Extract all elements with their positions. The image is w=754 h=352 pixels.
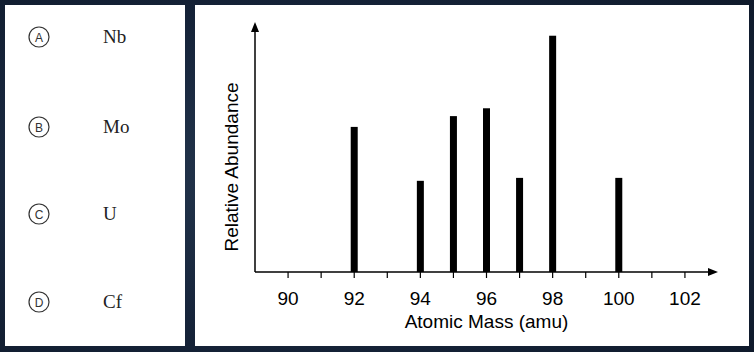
x-minor-tick bbox=[453, 272, 454, 278]
x-tick-label: 96 bbox=[476, 288, 497, 309]
x-tick bbox=[420, 272, 421, 278]
x-axis bbox=[255, 271, 710, 273]
x-axis-arrow bbox=[708, 268, 718, 276]
option-letter: B bbox=[35, 121, 43, 135]
x-minor-tick bbox=[387, 272, 388, 278]
bars bbox=[351, 36, 623, 272]
option-text: Cf bbox=[103, 291, 123, 312]
option-circle bbox=[29, 117, 49, 137]
bar bbox=[417, 181, 424, 272]
x-tick-label: 102 bbox=[669, 288, 701, 309]
x-minor-tick bbox=[585, 272, 586, 278]
x-tick bbox=[486, 272, 487, 278]
option-letter: C bbox=[35, 208, 44, 222]
bar bbox=[483, 108, 490, 272]
bar bbox=[516, 178, 523, 272]
x-axis-label: Atomic Mass (amu) bbox=[405, 311, 569, 332]
option-circle bbox=[29, 204, 49, 224]
x-tick-label: 90 bbox=[278, 288, 299, 309]
x-tick-label: 100 bbox=[603, 288, 635, 309]
x-tick bbox=[354, 272, 355, 278]
x-minor-tick bbox=[519, 272, 520, 278]
option-text: Mo bbox=[103, 116, 129, 137]
option-text: Nb bbox=[103, 26, 126, 47]
page: A Nb B Mo C U D Cf 90 92 94 96 98 100 102 Atomic Mass (… bbox=[0, 0, 754, 352]
option-text: U bbox=[103, 203, 117, 224]
y-axis bbox=[254, 30, 256, 272]
bar bbox=[615, 178, 622, 272]
y-axis-label: Relative Abundance bbox=[221, 82, 242, 251]
bar bbox=[351, 127, 358, 272]
option-circle bbox=[29, 27, 49, 47]
x-tick bbox=[684, 272, 685, 278]
x-minor-tick bbox=[321, 272, 322, 278]
bar bbox=[450, 116, 457, 272]
option-letter: D bbox=[35, 296, 44, 310]
x-tick bbox=[552, 272, 553, 278]
x-tick-label: 92 bbox=[344, 288, 365, 309]
x-tick-label: 98 bbox=[542, 288, 563, 309]
x-tick-label: 94 bbox=[410, 288, 432, 309]
chart-panel bbox=[195, 5, 749, 346]
options-panel bbox=[5, 5, 185, 346]
option-letter: A bbox=[35, 31, 43, 45]
x-tick bbox=[287, 272, 288, 278]
bar bbox=[549, 36, 556, 272]
x-minor-tick bbox=[651, 272, 652, 278]
option-circle bbox=[29, 292, 49, 312]
y-axis-arrow bbox=[251, 22, 259, 32]
x-tick bbox=[618, 272, 619, 278]
